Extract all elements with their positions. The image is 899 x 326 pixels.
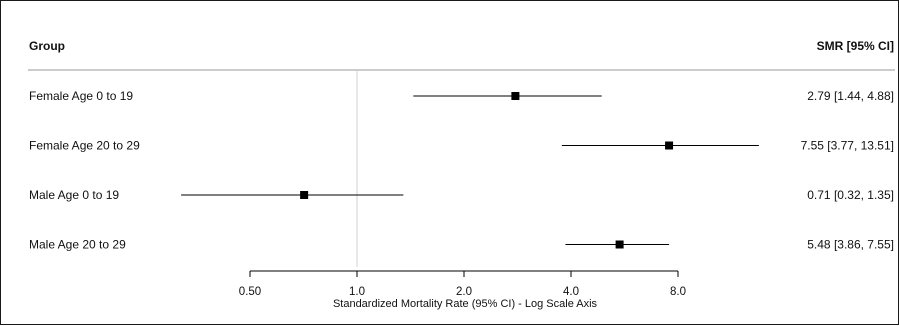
forest-row: Male Age 0 to 19 0.71 [0.32, 1.35]: [29, 188, 894, 202]
group-column-header: Group: [29, 39, 65, 53]
x-tick-label: 4.0: [563, 286, 579, 298]
smr-point: [616, 241, 624, 249]
x-tick-label: 1.0: [349, 286, 365, 298]
row-group-label: Female Age 20 to 29: [29, 139, 140, 153]
row-smr-text: 7.55 [3.77, 13.51]: [801, 139, 894, 153]
x-axis-title: Standardized Mortality Rate (95% CI) - L…: [333, 298, 598, 310]
row-group-label: Female Age 0 to 19: [29, 89, 133, 103]
row-smr-text: 0.71 [0.32, 1.35]: [807, 188, 894, 202]
x-axis: 0.50 1.0 2.0 4.0 8.0 Standardized Mortality R…: [239, 271, 686, 310]
forest-row: Female Age 0 to 19 2.79 [1.44, 4.88]: [29, 89, 894, 103]
forest-rows: Female Age 0 to 19 2.79 [1.44, 4.88]Femal…: [29, 71, 894, 267]
x-tick-label: 2.0: [456, 286, 472, 298]
smr-column-header: SMR [95% CI]: [817, 39, 894, 53]
row-group-label: Male Age 0 to 19: [29, 188, 119, 202]
smr-point: [511, 92, 519, 100]
forest-row: Female Age 20 to 29 7.55 [3.77, 13.51]: [29, 139, 894, 153]
x-tick-label: 0.50: [239, 286, 261, 298]
row-group-label: Male Age 20 to 29: [29, 238, 126, 252]
x-tick-label: 8.0: [670, 286, 686, 298]
row-smr-text: 5.48 [3.86, 7.55]: [807, 238, 894, 252]
forest-row: Male Age 20 to 29 5.48 [3.86, 7.55]: [29, 238, 894, 252]
row-smr-text: 2.79 [1.44, 4.88]: [807, 89, 894, 103]
smr-point: [300, 191, 308, 199]
smr-point: [665, 142, 673, 150]
